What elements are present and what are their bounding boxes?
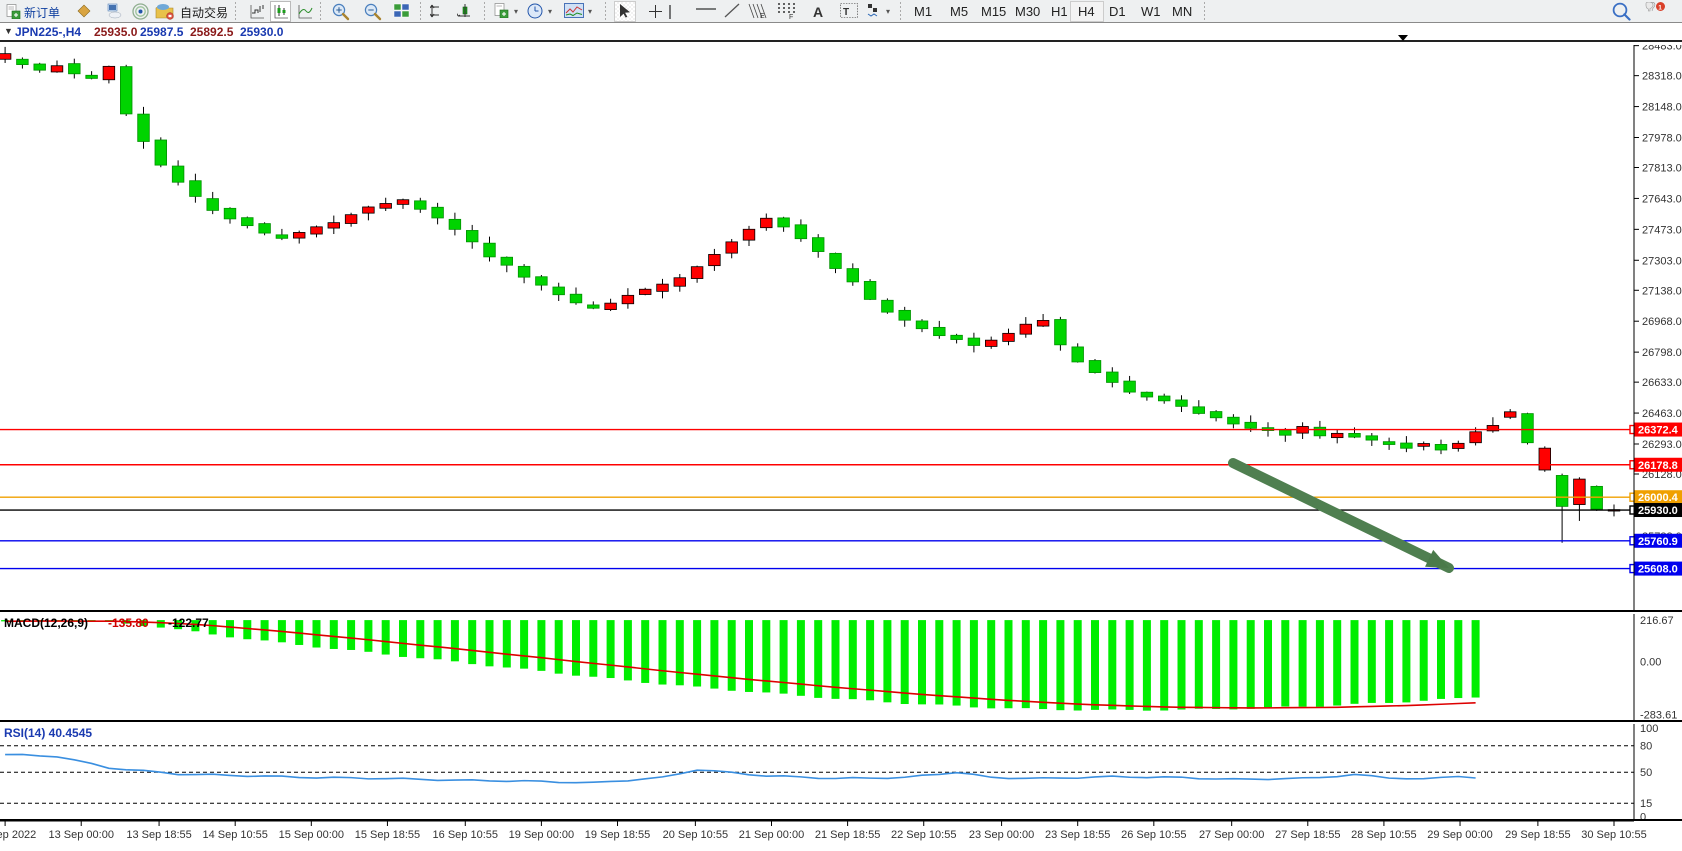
svg-text:19 Sep 18:55: 19 Sep 18:55 (585, 829, 650, 841)
svg-text:T: T (843, 7, 849, 18)
svg-text:13 Sep 00:00: 13 Sep 00:00 (48, 829, 113, 841)
svg-text:1: 1 (1658, 4, 1662, 11)
svg-text:27978.0: 27978.0 (1642, 132, 1682, 144)
svg-text:216.67: 216.67 (1640, 615, 1674, 627)
svg-text:28318.0: 28318.0 (1642, 71, 1682, 83)
svg-text:0: 0 (1640, 812, 1646, 822)
svg-text:26463.0: 26463.0 (1642, 408, 1682, 420)
svg-text:26000.4: 26000.4 (1638, 492, 1679, 504)
svg-text:28 Sep 10:55: 28 Sep 10:55 (1351, 829, 1416, 841)
svg-text:E: E (760, 13, 765, 19)
svg-text:13 Sep 18:55: 13 Sep 18:55 (126, 829, 191, 841)
svg-text:27138.0: 27138.0 (1642, 285, 1682, 297)
svg-text:26372.4: 26372.4 (1638, 425, 1679, 437)
svg-text:-283.61: -283.61 (1640, 709, 1677, 721)
svg-text:15 Sep 00:00: 15 Sep 00:00 (279, 829, 344, 841)
svg-text:29 Sep 00:00: 29 Sep 00:00 (1427, 829, 1492, 841)
svg-text:25608.0: 25608.0 (1638, 564, 1678, 576)
svg-text:26968.0: 26968.0 (1642, 316, 1682, 328)
svg-text:20 Sep 10:55: 20 Sep 10:55 (663, 829, 728, 841)
svg-text:29 Sep 18:55: 29 Sep 18:55 (1505, 829, 1570, 841)
svg-text:F: F (789, 14, 793, 19)
svg-text:26293.0: 26293.0 (1642, 439, 1682, 451)
svg-text:27 Sep 18:55: 27 Sep 18:55 (1275, 829, 1340, 841)
svg-text:0.00: 0.00 (1640, 656, 1661, 668)
svg-text:15: 15 (1640, 798, 1652, 810)
svg-text:26178.8: 26178.8 (1638, 460, 1678, 472)
svg-text:27 Sep 00:00: 27 Sep 00:00 (1199, 829, 1264, 841)
svg-text:28148.0: 28148.0 (1642, 102, 1682, 114)
svg-text:19 Sep 00:00: 19 Sep 00:00 (509, 829, 574, 841)
svg-text:50: 50 (1640, 767, 1652, 779)
svg-text:21 Sep 00:00: 21 Sep 00:00 (739, 829, 804, 841)
svg-text:25930.0: 25930.0 (1638, 505, 1678, 517)
svg-text:15 Sep 18:55: 15 Sep 18:55 (355, 829, 420, 841)
svg-text:27473.0: 27473.0 (1642, 224, 1682, 236)
svg-text:26633.0: 26633.0 (1642, 377, 1682, 389)
svg-text:30 Sep 10:55: 30 Sep 10:55 (1581, 829, 1646, 841)
svg-text:16 Sep 10:55: 16 Sep 10:55 (433, 829, 498, 841)
svg-text:80: 80 (1640, 741, 1652, 753)
svg-text:25760.9: 25760.9 (1638, 536, 1678, 548)
svg-text:27303.0: 27303.0 (1642, 255, 1682, 267)
svg-text:26798.0: 26798.0 (1642, 347, 1682, 359)
svg-text:28483.0: 28483.0 (1642, 45, 1682, 53)
svg-text:22 Sep 10:55: 22 Sep 10:55 (891, 829, 956, 841)
svg-text:21 Sep 18:55: 21 Sep 18:55 (815, 829, 880, 841)
svg-text:26 Sep 10:55: 26 Sep 10:55 (1121, 829, 1186, 841)
svg-text:12 Sep 2022: 12 Sep 2022 (0, 829, 36, 841)
svg-text:27813.0: 27813.0 (1642, 163, 1682, 175)
svg-text:23 Sep 00:00: 23 Sep 00:00 (969, 829, 1034, 841)
svg-text:27643.0: 27643.0 (1642, 193, 1682, 205)
svg-text:100: 100 (1640, 724, 1658, 735)
svg-text:14 Sep 10:55: 14 Sep 10:55 (202, 829, 267, 841)
svg-text:23 Sep 18:55: 23 Sep 18:55 (1045, 829, 1110, 841)
